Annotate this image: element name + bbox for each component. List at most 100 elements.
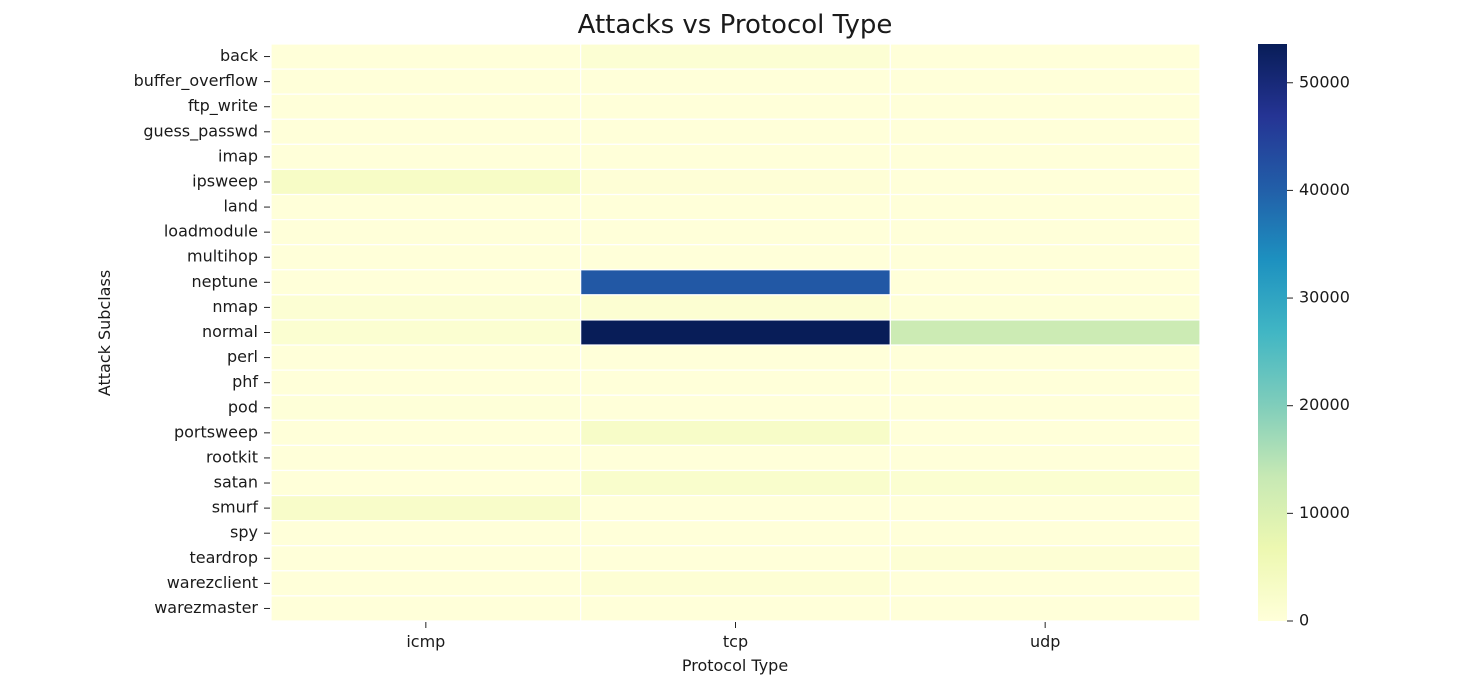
heatmap-cells — [270, 43, 1201, 622]
heatmap-cell-portsweep-icmp — [270, 419, 582, 446]
heatmap-cell-land-icmp — [270, 193, 582, 221]
heatmap-cell-buffer_overflow-icmp — [270, 68, 582, 95]
y-tick-label-land: land — [223, 197, 258, 216]
colorbar-ticks: 0 10000 20000 30000 40000 50000 — [1287, 72, 1350, 630]
heatmap-cell-teardrop-tcp — [580, 545, 891, 572]
y-tick-label-perl: perl — [227, 347, 258, 366]
y-tick-label-pod: pod — [228, 397, 258, 416]
heatmap-cell-guess_passwd-tcp — [580, 118, 891, 145]
heatmap-cell-neptune-udp — [889, 269, 1201, 296]
heatmap-cell-land-tcp — [580, 193, 891, 221]
y-tick-label-buffer_overflow: buffer_overflow — [134, 71, 258, 91]
heatmap-cell-guess_passwd-icmp — [270, 118, 582, 145]
y-tick-label-back: back — [220, 46, 259, 65]
heatmap-cell-satan-udp — [889, 469, 1201, 497]
heatmap-cell-warezclient-tcp — [580, 570, 891, 597]
colorbar-tick-label-10000: 10000 — [1299, 503, 1350, 522]
y-tick-label-rootkit: rootkit — [206, 447, 258, 466]
y-tick-label-multihop: multihop — [187, 247, 258, 266]
heatmap-cell-spy-icmp — [270, 520, 582, 547]
heatmap-cell-normal-icmp — [270, 319, 582, 346]
heatmap-cell-multihop-udp — [889, 244, 1201, 271]
heatmap-cell-ipsweep-icmp — [270, 168, 582, 196]
heatmap-cell-loadmodule-icmp — [270, 219, 582, 246]
heatmap-cell-warezclient-udp — [889, 570, 1201, 597]
heatmap-cell-warezmaster-icmp — [270, 595, 582, 622]
heatmap-cell-normal-tcp — [580, 319, 891, 346]
heatmap-cell-spy-udp — [889, 520, 1201, 547]
heatmap-cell-satan-tcp — [580, 469, 891, 497]
y-tick-label-smurf: smurf — [212, 498, 259, 517]
y-tick-label-satan: satan — [214, 473, 258, 492]
heatmap-cell-multihop-tcp — [580, 244, 891, 271]
y-tick-label-ipsweep: ipsweep — [192, 171, 258, 190]
heatmap-cell-imap-icmp — [270, 143, 582, 171]
heatmap-cell-perl-udp — [889, 344, 1201, 371]
heatmap-cell-ftp_write-udp — [889, 93, 1201, 120]
heatmap-cell-ftp_write-icmp — [270, 93, 582, 120]
y-tick-label-guess_passwd: guess_passwd — [143, 121, 258, 141]
heatmap-cell-smurf-icmp — [270, 494, 582, 522]
heatmap-cell-ipsweep-udp — [889, 168, 1201, 196]
colorbar-tick-label-0: 0 — [1299, 611, 1309, 630]
heatmap-cell-normal-udp — [889, 319, 1201, 346]
chart-title: Attacks vs Protocol Type — [578, 10, 893, 40]
colorbar-tick-label-30000: 30000 — [1299, 288, 1350, 307]
heatmap-cell-multihop-icmp — [270, 244, 582, 271]
heatmap-cell-loadmodule-udp — [889, 219, 1201, 246]
heatmap-cell-phf-tcp — [580, 369, 891, 396]
heatmap-cell-smurf-tcp — [580, 494, 891, 522]
heatmap-cell-rootkit-udp — [889, 444, 1201, 472]
heatmap-cell-warezclient-icmp — [270, 570, 582, 597]
heatmap-cell-nmap-icmp — [270, 294, 582, 321]
heatmap-cell-nmap-udp — [889, 294, 1201, 321]
colorbar-tick-label-50000: 50000 — [1299, 72, 1350, 91]
heatmap-cell-guess_passwd-udp — [889, 118, 1201, 145]
colorbar: 0 10000 20000 30000 40000 50000 — [1258, 44, 1350, 630]
heatmap-cell-phf-icmp — [270, 369, 582, 396]
heatmap-cell-portsweep-udp — [889, 419, 1201, 446]
heatmap-cell-perl-icmp — [270, 344, 582, 371]
heatmap-cell-warezmaster-udp — [889, 595, 1201, 622]
heatmap-cell-neptune-icmp — [270, 269, 582, 296]
x-tick-label-icmp: icmp — [406, 632, 445, 651]
colorbar-gradient — [1258, 44, 1287, 621]
x-tick-label-tcp: tcp — [723, 632, 748, 651]
x-tick-label-udp: udp — [1030, 632, 1060, 651]
heatmap-cell-back-tcp — [580, 43, 891, 70]
heatmap-cell-loadmodule-tcp — [580, 219, 891, 246]
heatmap-cell-imap-tcp — [580, 143, 891, 171]
heatmap-cell-smurf-udp — [889, 494, 1201, 522]
heatmap-cell-neptune-tcp — [580, 269, 891, 296]
y-axis: back buffer_overflow ftp_write guess_passwd… — [134, 46, 270, 617]
x-axis-label: Protocol Type — [682, 656, 788, 675]
heatmap-cell-imap-udp — [889, 143, 1201, 171]
colorbar-tick-label-40000: 40000 — [1299, 180, 1350, 199]
x-axis: icmp tcp udp — [406, 622, 1060, 651]
heatmap-cell-buffer_overflow-udp — [889, 68, 1201, 95]
y-tick-label-loadmodule: loadmodule — [164, 222, 258, 241]
heatmap-cell-ftp_write-tcp — [580, 93, 891, 120]
heatmap-cell-land-udp — [889, 193, 1201, 221]
heatmap-cell-nmap-tcp — [580, 294, 891, 321]
y-axis-label: Attack Subclass — [95, 270, 114, 396]
heatmap-cell-teardrop-icmp — [270, 545, 582, 572]
heatmap-cell-rootkit-icmp — [270, 444, 582, 472]
heatmap-cell-rootkit-tcp — [580, 444, 891, 472]
y-tick-label-ftp_write: ftp_write — [188, 96, 258, 116]
y-tick-label-warezclient: warezclient — [167, 573, 258, 592]
heatmap-cell-perl-tcp — [580, 344, 891, 371]
y-tick-label-nmap: nmap — [212, 297, 258, 316]
heatmap-cell-ipsweep-tcp — [580, 168, 891, 196]
heatmap-cell-warezmaster-tcp — [580, 595, 891, 622]
y-tick-label-teardrop: teardrop — [189, 548, 258, 567]
heatmap-cell-back-udp — [889, 43, 1201, 70]
heatmap-cell-teardrop-udp — [889, 545, 1201, 572]
heatmap-cell-pod-tcp — [580, 394, 891, 421]
heatmap-cell-back-icmp — [270, 43, 582, 70]
y-tick-label-spy: spy — [230, 523, 258, 542]
y-tick-label-neptune: neptune — [191, 272, 258, 291]
heatmap-cell-phf-udp — [889, 369, 1201, 396]
y-tick-label-imap: imap — [218, 146, 258, 165]
